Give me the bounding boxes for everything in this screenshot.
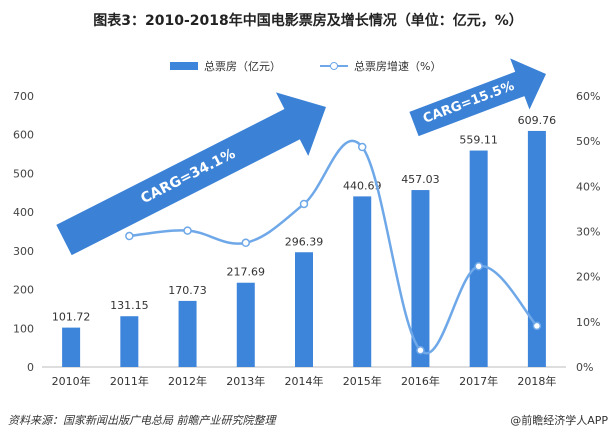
bar xyxy=(178,300,197,367)
x-tick-label: 2011年 xyxy=(110,374,149,388)
x-tick-label: 2016年 xyxy=(401,374,440,388)
growth-point xyxy=(183,226,192,235)
growth-point xyxy=(474,262,483,271)
y-right-tick-label: 0% xyxy=(576,361,593,374)
bar-data-label: 217.69 xyxy=(227,266,266,279)
x-tick-label: 2017年 xyxy=(459,374,498,388)
y-right-tick-label: 20% xyxy=(576,271,600,284)
carg-arrow-1 xyxy=(56,92,327,256)
legend-item-bar: 总票房（亿元） xyxy=(170,58,281,74)
growth-point xyxy=(125,231,134,241)
y-left-tick-label: 300 xyxy=(13,245,34,258)
bar-data-label: 440.69 xyxy=(343,179,382,192)
growth-point xyxy=(416,346,425,355)
y-right-tick-label: 50% xyxy=(576,135,600,148)
x-tick-label: 2015年 xyxy=(343,374,382,388)
y-left-tick-label: 200 xyxy=(13,284,34,297)
bar-data-label: 457.03 xyxy=(401,173,440,186)
carg-arrow-2 xyxy=(409,58,546,137)
x-tick-label: 2010年 xyxy=(52,374,91,388)
bar-data-label: 101.72 xyxy=(52,311,91,324)
bar xyxy=(411,190,430,367)
growth-point xyxy=(357,142,367,152)
y-left-tick-label: 0 xyxy=(27,361,34,374)
bar xyxy=(469,150,488,367)
growth-point xyxy=(299,199,309,209)
y-left-tick-label: 700 xyxy=(13,90,34,103)
x-tick-label: 2014年 xyxy=(285,374,324,388)
bar xyxy=(295,252,313,367)
x-tick-label: 2018年 xyxy=(517,374,556,388)
x-tick-label: 2013年 xyxy=(226,374,265,388)
y-left-tick-label: 400 xyxy=(13,206,34,219)
bar-data-label: 131.15 xyxy=(110,299,149,312)
bar xyxy=(120,316,139,367)
chart-title: 图表3：2010-2018年中国电影票房及增长情况（单位：亿元，%） xyxy=(93,13,523,29)
y-right-tick-label: 10% xyxy=(576,316,600,329)
bar-data-label: 609.76 xyxy=(518,114,557,127)
bar xyxy=(236,282,255,367)
y-left-tick-label: 100 xyxy=(13,322,34,335)
y-right-tick-label: 60% xyxy=(576,90,600,103)
brand-label: @前瞻经济学人APP xyxy=(510,414,608,427)
growth-point xyxy=(532,321,542,331)
bar-data-label: 296.39 xyxy=(285,235,324,248)
bar-data-label: 559.11 xyxy=(459,134,498,147)
x-tick-label: 2012年 xyxy=(168,374,207,388)
bar-data-label: 170.73 xyxy=(168,284,207,297)
legend-swatch-line xyxy=(320,61,348,71)
legend-item-line: 总票房增速（%） xyxy=(320,58,441,74)
growth-point xyxy=(241,238,251,248)
legend-swatch-bar xyxy=(170,62,198,70)
bar xyxy=(353,196,372,367)
legend-label-line: 总票房增速（%） xyxy=(354,60,442,73)
y-left-tick-label: 600 xyxy=(13,129,34,142)
bar xyxy=(62,327,81,367)
source-note: 资料来源：国家新闻出版广电总局 前瞻产业研究院整理 xyxy=(8,414,276,427)
legend: 总票房（亿元） 总票房增速（%） xyxy=(0,58,616,74)
bar xyxy=(527,130,546,367)
legend-label-bar: 总票房（亿元） xyxy=(204,60,281,73)
y-right-tick-label: 30% xyxy=(576,226,600,239)
y-right-tick-label: 40% xyxy=(576,180,600,193)
y-left-tick-label: 500 xyxy=(13,167,34,180)
